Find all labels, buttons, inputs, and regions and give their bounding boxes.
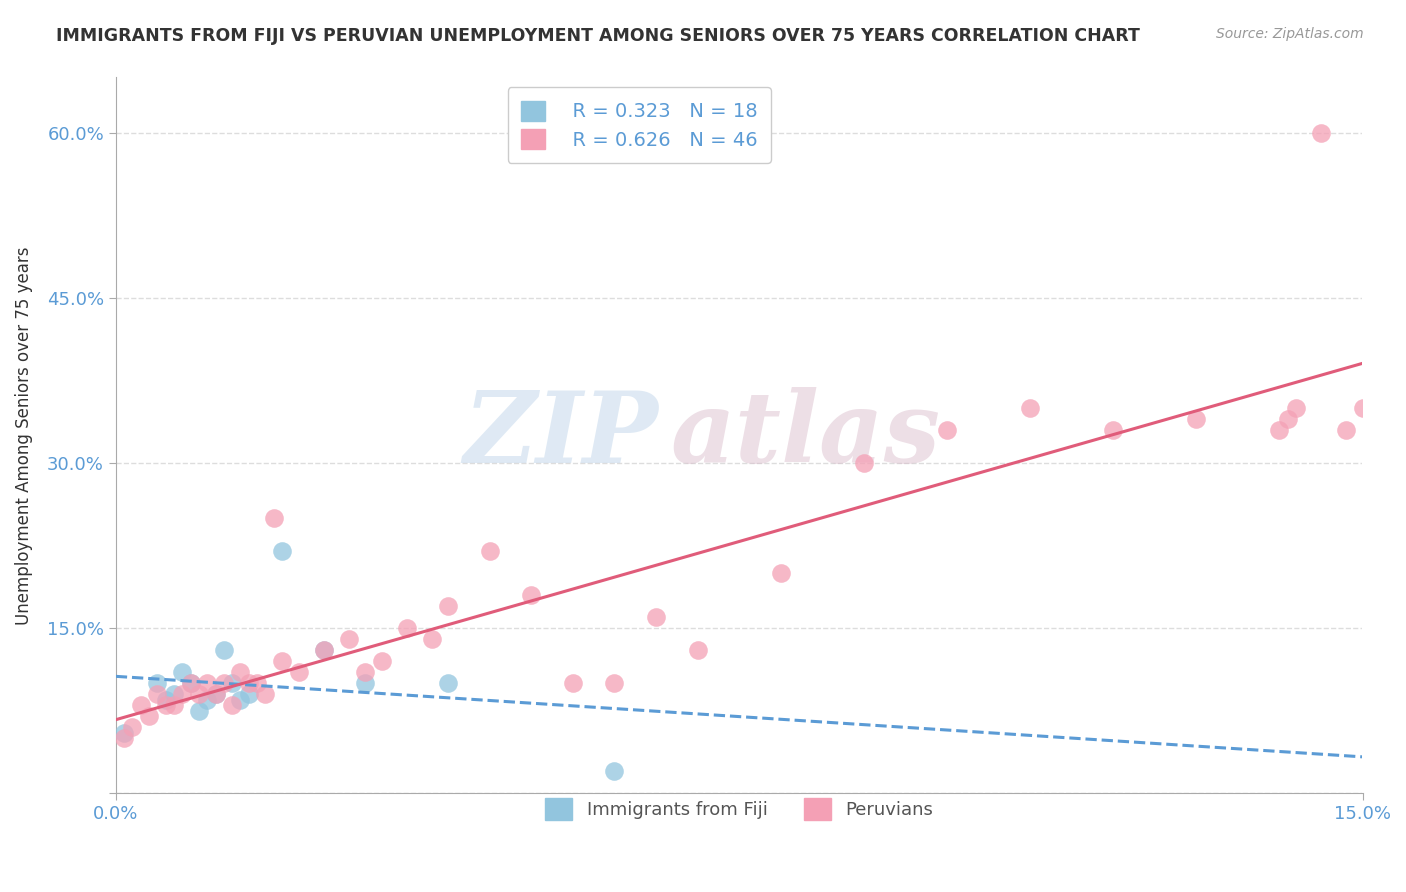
Point — [1268, 423, 1291, 437]
Point — [1310, 126, 1333, 140]
Legend: Immigrants from Fiji, Peruvians: Immigrants from Fiji, Peruvians — [530, 783, 948, 834]
Text: ZIP: ZIP — [463, 387, 658, 483]
Point — [645, 610, 668, 624]
Point — [520, 588, 543, 602]
Point — [437, 599, 460, 613]
Point — [112, 725, 135, 739]
Point — [354, 676, 377, 690]
Point — [603, 764, 626, 779]
Point — [312, 643, 335, 657]
Point — [686, 643, 709, 657]
Point — [1277, 412, 1299, 426]
Point — [1351, 401, 1374, 415]
Text: Source: ZipAtlas.com: Source: ZipAtlas.com — [1216, 27, 1364, 41]
Point — [155, 698, 177, 713]
Point — [254, 687, 277, 701]
Point — [420, 632, 443, 647]
Point — [204, 687, 226, 701]
Point — [195, 676, 218, 690]
Point — [337, 632, 360, 647]
Point — [138, 709, 160, 723]
Point — [1019, 401, 1042, 415]
Point — [437, 676, 460, 690]
Point — [935, 423, 957, 437]
Y-axis label: Unemployment Among Seniors over 75 years: Unemployment Among Seniors over 75 years — [15, 246, 32, 624]
Point — [221, 698, 243, 713]
Point — [163, 687, 186, 701]
Point — [121, 720, 143, 734]
Point — [129, 698, 152, 713]
Point — [561, 676, 583, 690]
Text: IMMIGRANTS FROM FIJI VS PERUVIAN UNEMPLOYMENT AMONG SENIORS OVER 75 YEARS CORREL: IMMIGRANTS FROM FIJI VS PERUVIAN UNEMPLO… — [56, 27, 1140, 45]
Point — [146, 687, 169, 701]
Point — [212, 676, 235, 690]
Point — [1285, 401, 1308, 415]
Point — [312, 643, 335, 657]
Point — [195, 692, 218, 706]
Point — [1102, 423, 1125, 437]
Point — [172, 687, 194, 701]
Point — [155, 692, 177, 706]
Point — [852, 456, 875, 470]
Point — [146, 676, 169, 690]
Point — [769, 566, 792, 580]
Point — [163, 698, 186, 713]
Point — [478, 544, 501, 558]
Point — [229, 665, 252, 680]
Point — [204, 687, 226, 701]
Point — [287, 665, 309, 680]
Point — [180, 676, 202, 690]
Point — [212, 643, 235, 657]
Point — [395, 621, 418, 635]
Point — [271, 654, 294, 668]
Point — [246, 676, 269, 690]
Point — [187, 687, 209, 701]
Point — [263, 511, 285, 525]
Point — [172, 665, 194, 680]
Point — [221, 676, 243, 690]
Text: atlas: atlas — [671, 387, 941, 483]
Point — [1334, 423, 1357, 437]
Point — [1185, 412, 1208, 426]
Point — [180, 676, 202, 690]
Point — [187, 704, 209, 718]
Point — [238, 676, 260, 690]
Point — [229, 692, 252, 706]
Point — [271, 544, 294, 558]
Point — [354, 665, 377, 680]
Point — [238, 687, 260, 701]
Point — [603, 676, 626, 690]
Point — [112, 731, 135, 746]
Point — [371, 654, 394, 668]
